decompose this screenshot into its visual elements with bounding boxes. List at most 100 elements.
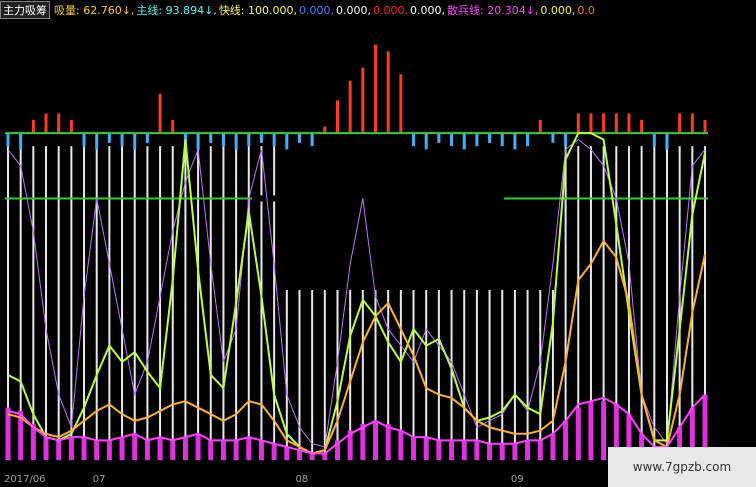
volume-bar xyxy=(537,440,543,460)
volume-bar xyxy=(499,443,505,460)
volume-bar xyxy=(398,430,404,460)
signal-bar xyxy=(44,113,48,134)
volume-bar xyxy=(30,424,36,460)
signal-bar xyxy=(488,133,492,143)
header-value: 0.000, xyxy=(373,3,408,17)
white-bar xyxy=(146,146,149,460)
signal-bar xyxy=(57,113,61,134)
signal-bar xyxy=(374,44,378,134)
signal-bar xyxy=(424,133,428,150)
white-bar xyxy=(121,146,124,460)
signal-bar xyxy=(107,133,111,143)
volume-bar xyxy=(411,437,417,460)
volume-bar xyxy=(258,440,264,460)
white-bar xyxy=(70,146,73,460)
signal-bar xyxy=(247,133,251,147)
volume-bar xyxy=(613,404,619,460)
volume-bar xyxy=(271,443,277,460)
mask xyxy=(252,195,504,202)
signal-bar xyxy=(678,113,682,134)
signal-bar xyxy=(348,80,352,134)
volume-bar xyxy=(436,440,442,460)
volume-bar xyxy=(512,443,518,460)
volume-bar xyxy=(144,440,150,460)
volume-bar xyxy=(68,437,74,460)
signal-bar xyxy=(120,133,124,147)
signal-bar xyxy=(500,133,504,147)
volume-bar xyxy=(334,440,340,460)
signal-bar xyxy=(640,120,644,134)
header-value: 0.000, xyxy=(299,3,334,17)
signal-bar xyxy=(412,133,416,147)
white-bar xyxy=(399,290,402,460)
white-bar xyxy=(222,146,225,460)
white-bar xyxy=(412,290,415,460)
signal-bar xyxy=(335,100,339,134)
signal-bar xyxy=(323,126,327,134)
volume-bar xyxy=(233,440,239,460)
white-bar xyxy=(665,146,668,460)
volume-bar xyxy=(550,433,556,460)
volume-bar xyxy=(182,437,188,460)
volume-bar xyxy=(322,453,328,460)
signal-bar xyxy=(399,74,403,134)
signal-bar xyxy=(589,113,593,134)
volume-bar xyxy=(347,430,353,460)
white-bar xyxy=(425,290,428,460)
header-value: 快线: 100.000, xyxy=(218,4,297,17)
signal-bar xyxy=(602,113,606,134)
x-tick-label: 09 xyxy=(511,474,524,485)
volume-bar xyxy=(449,440,455,460)
white-bar xyxy=(488,290,491,460)
volume-bar xyxy=(296,450,302,460)
volume-bar xyxy=(195,433,201,460)
volume-bar xyxy=(43,437,49,460)
white-bar xyxy=(273,146,276,460)
watermark: www.7gpzb.com xyxy=(608,447,756,487)
volume-bar xyxy=(220,440,226,460)
signal-bar xyxy=(133,133,137,150)
white-bar xyxy=(171,146,174,460)
white-bar xyxy=(678,146,681,460)
signal-bar xyxy=(526,133,530,147)
signal-bar xyxy=(69,120,73,134)
indicator-name: 主力吸筹 xyxy=(0,1,50,19)
header-value: 吸量: 62.760↓, xyxy=(54,4,135,17)
white-bar xyxy=(95,146,98,460)
white-bar xyxy=(184,146,187,460)
signal-bar xyxy=(95,133,99,150)
white-bar xyxy=(615,146,618,460)
volume-bar xyxy=(525,440,531,460)
white-bar xyxy=(577,146,580,460)
signal-bar xyxy=(158,93,162,134)
white-bar xyxy=(691,146,694,460)
volume-bar xyxy=(106,440,112,460)
white-bar xyxy=(108,146,111,460)
volume-bar xyxy=(575,407,581,460)
white-bar xyxy=(298,290,301,460)
signal-bar xyxy=(703,120,707,134)
volume-bar xyxy=(373,420,379,460)
white-bar xyxy=(361,290,364,460)
volume-bar xyxy=(309,453,315,460)
signal-bar xyxy=(361,67,365,134)
white-bar xyxy=(374,290,377,460)
header-value: 0.000, xyxy=(540,3,576,17)
white-bar xyxy=(209,146,212,460)
signal-bar xyxy=(386,51,390,134)
x-tick-label: 08 xyxy=(295,474,308,485)
signal-bar xyxy=(171,120,175,134)
volume-bar xyxy=(563,420,569,460)
signal-bar xyxy=(31,120,35,134)
signal-bar xyxy=(538,120,542,134)
white-bar xyxy=(349,290,352,460)
indicator-line xyxy=(7,393,706,455)
signal-bar xyxy=(221,133,225,147)
volume-bar xyxy=(360,424,366,460)
signal-bar xyxy=(627,113,631,134)
white-bar xyxy=(501,290,504,460)
indicator-line xyxy=(7,138,706,448)
header-value: 0.000, xyxy=(410,3,445,17)
white-bar xyxy=(247,146,250,460)
signal-bar xyxy=(209,133,213,143)
